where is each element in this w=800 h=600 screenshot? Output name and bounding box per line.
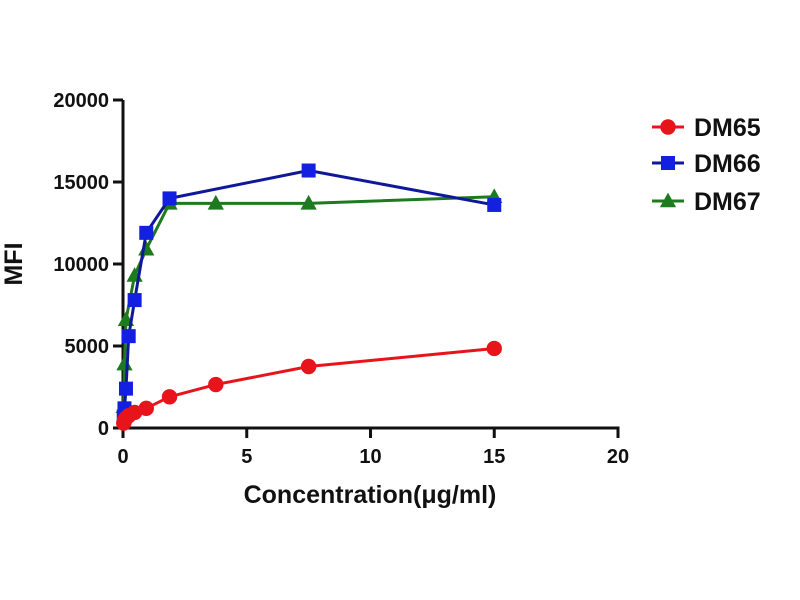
data-point-DM65 bbox=[138, 400, 154, 417]
legend-label: DM67 bbox=[694, 188, 761, 216]
legend-item-DM65: DM65 bbox=[652, 114, 761, 142]
circle-marker-icon bbox=[660, 119, 676, 135]
legend-label: DM65 bbox=[694, 114, 761, 142]
x-tick-label: 5 bbox=[241, 446, 252, 468]
y-tick-label: 5000 bbox=[65, 336, 110, 358]
data-point-DM67 bbox=[207, 194, 224, 210]
y-axis-title: MFI bbox=[0, 242, 28, 285]
y-tick-label: 0 bbox=[98, 418, 109, 440]
data-point-DM67 bbox=[138, 240, 155, 256]
data-point-DM65 bbox=[161, 389, 178, 405]
x-tick-label: 15 bbox=[483, 446, 505, 468]
data-point-DM66 bbox=[487, 197, 502, 212]
data-point-DM66 bbox=[121, 329, 136, 344]
y-tick-label: 10000 bbox=[53, 254, 109, 276]
legend-item-DM67: DM67 bbox=[652, 188, 761, 216]
series-DM65 bbox=[116, 340, 502, 431]
data-point-DM67 bbox=[116, 355, 133, 371]
triangle-marker-icon bbox=[659, 192, 677, 208]
square-marker-icon bbox=[661, 156, 675, 170]
x-tick-label: 10 bbox=[359, 446, 381, 468]
data-point-DM65 bbox=[208, 376, 224, 393]
axes: 0 5 10 15 20 0 5000 10000 15000 20000 bbox=[53, 90, 629, 468]
legend-label: DM66 bbox=[694, 150, 761, 178]
data-point-DM65 bbox=[486, 340, 502, 357]
data-point-DM65 bbox=[300, 358, 317, 375]
data-point-DM66 bbox=[139, 225, 154, 240]
y-tick-label: 15000 bbox=[53, 172, 109, 194]
legend: DM65 DM66 DM67 bbox=[652, 114, 761, 216]
data-point-DM65 bbox=[126, 404, 143, 421]
data-point-DM66 bbox=[301, 163, 316, 178]
x-tick-label: 20 bbox=[607, 446, 629, 468]
x-tick-label: 0 bbox=[117, 446, 128, 468]
x-axis-title: Concentration(μg/ml) bbox=[244, 481, 497, 509]
data-point-DM66 bbox=[162, 191, 177, 206]
data-point-DM67 bbox=[300, 194, 317, 210]
y-tick-label: 20000 bbox=[53, 90, 109, 112]
series-line-DM67 bbox=[122, 195, 495, 407]
data-point-DM66 bbox=[127, 293, 142, 308]
legend-item-DM66: DM66 bbox=[652, 150, 761, 178]
series-layer bbox=[115, 163, 503, 431]
data-point-DM66 bbox=[118, 381, 133, 396]
series-DM67 bbox=[115, 188, 503, 413]
